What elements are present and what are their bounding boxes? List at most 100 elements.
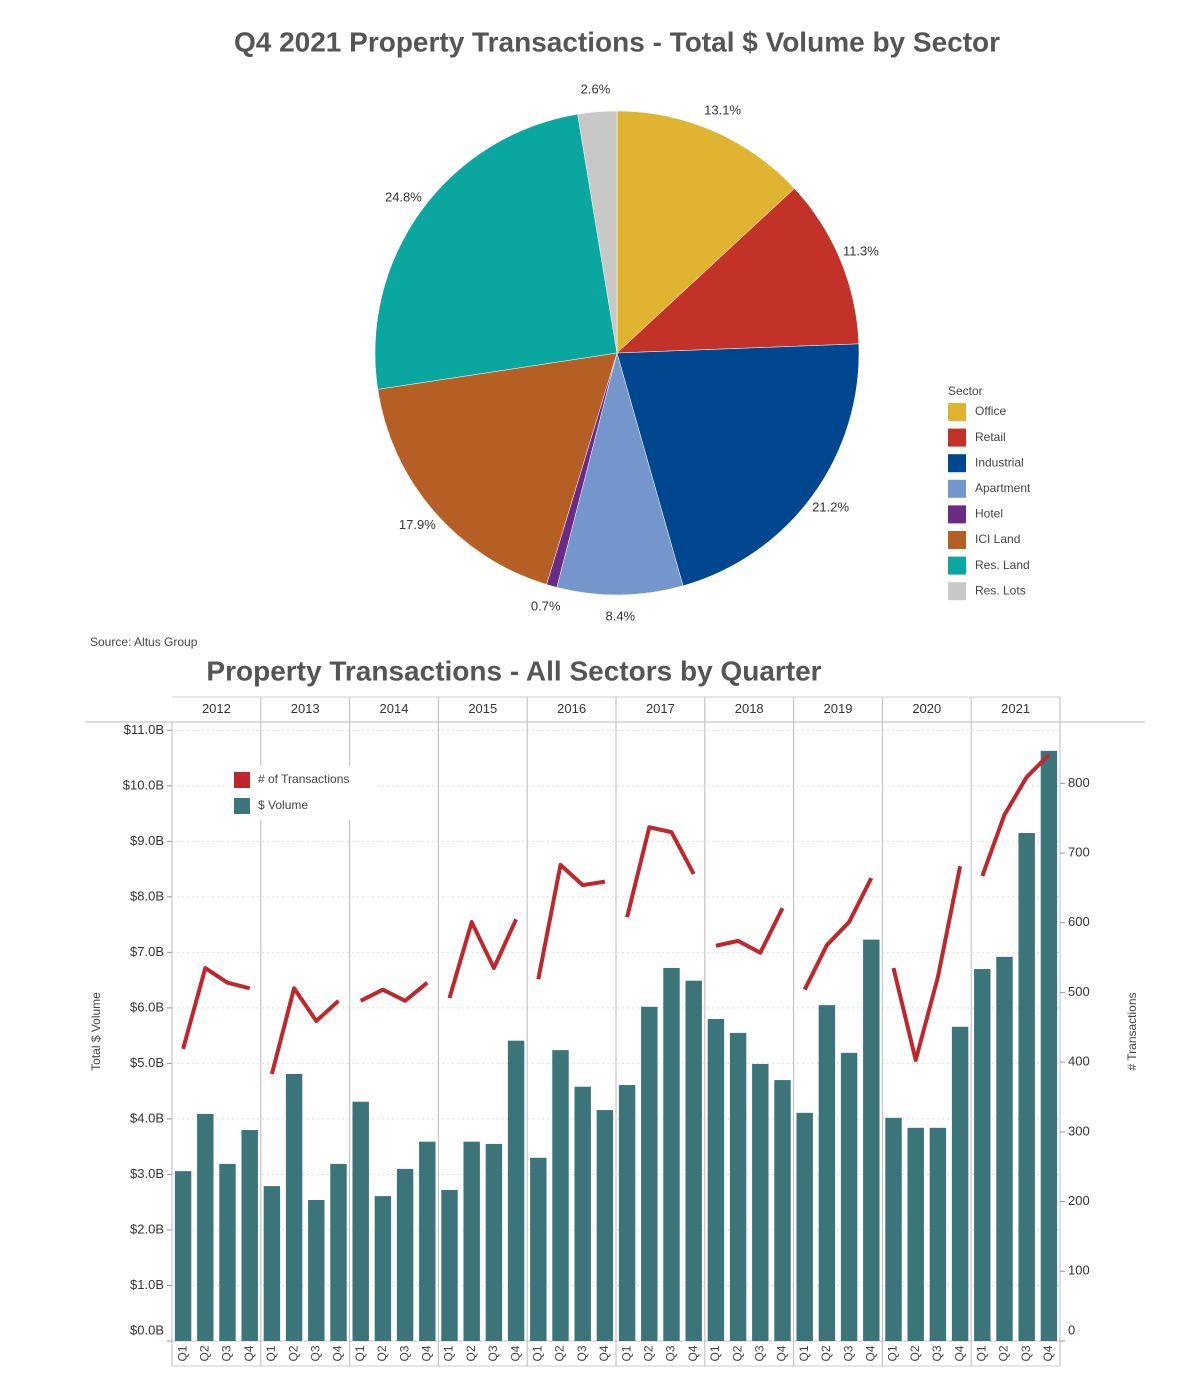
- legend-label: Apartment: [975, 481, 1031, 495]
- bar: [752, 1063, 769, 1341]
- y2-axis-label: # Transactions: [1125, 992, 1139, 1070]
- slice-label: 8.4%: [605, 608, 635, 623]
- legend-label: Res. Land: [975, 558, 1030, 572]
- x-tick-label: Q1: [264, 1345, 278, 1361]
- x-tick-label: Q3: [397, 1345, 411, 1361]
- slice-label: 13.1%: [704, 102, 741, 117]
- bar: [530, 1157, 547, 1341]
- bar: [685, 980, 702, 1341]
- x-tick-label: Q3: [841, 1345, 855, 1361]
- year-label: 2015: [468, 701, 497, 716]
- line: [181, 966, 251, 1050]
- bar: [663, 967, 680, 1341]
- y-tick-label: $4.0B: [130, 1110, 164, 1125]
- bar: [507, 1040, 525, 1341]
- slice-label: 0.7%: [531, 599, 561, 614]
- line: [802, 877, 874, 991]
- legend-swatch: [234, 798, 250, 814]
- bar: [707, 1019, 725, 1341]
- bar: [1018, 833, 1035, 1341]
- bar: [441, 1189, 458, 1341]
- x-tick-label: Q4: [1041, 1345, 1055, 1361]
- line: [625, 825, 696, 918]
- line: [269, 986, 340, 1075]
- legend-swatch: [948, 582, 966, 601]
- bar: [796, 1112, 813, 1341]
- legend-swatch: [948, 403, 966, 421]
- x-tick-label: Q2: [730, 1345, 744, 1361]
- y-tick-label: $9.0B: [130, 833, 164, 848]
- x-tick-label: Q2: [464, 1345, 478, 1361]
- x-tick-label: Q3: [308, 1345, 322, 1361]
- bar: [618, 1085, 636, 1341]
- y-tick-label: $3.0B: [130, 1166, 164, 1181]
- x-tick-label: Q4: [242, 1345, 256, 1361]
- bar: [818, 1005, 836, 1341]
- y2-tick-label: 700: [1068, 844, 1090, 859]
- bar: [330, 1163, 347, 1341]
- bar: [1040, 750, 1058, 1341]
- slice-label: 2.6%: [581, 81, 611, 96]
- x-tick-label: Q4: [686, 1345, 700, 1361]
- y2-tick-label: 600: [1068, 914, 1090, 929]
- legend-swatch: [948, 479, 966, 498]
- bar: [574, 1086, 591, 1341]
- x-tick-label: Q3: [752, 1345, 766, 1361]
- y-tick-label: $1.0B: [130, 1277, 164, 1292]
- x-tick-label: Q1: [175, 1345, 189, 1361]
- x-tick-label: Q4: [419, 1345, 433, 1361]
- legend-label: Res. Lots: [975, 583, 1026, 597]
- legend-swatch: [948, 556, 966, 575]
- y-tick-label: $8.0B: [130, 888, 164, 903]
- chart-title: Property Transactions - All Sectors by Q…: [206, 655, 821, 686]
- bar: [951, 1026, 969, 1341]
- x-tick-label: Q2: [908, 1345, 922, 1361]
- legend-label: Retail: [975, 430, 1006, 444]
- x-tick-label: Q2: [553, 1345, 567, 1361]
- y2-tick-label: 500: [1068, 984, 1090, 999]
- x-tick-label: Q3: [1019, 1345, 1033, 1361]
- x-tick-label: Q1: [708, 1345, 722, 1361]
- bar: [863, 939, 880, 1341]
- pie-slice: [616, 110, 795, 354]
- x-tick-label: Q1: [442, 1345, 456, 1361]
- y-tick-label: $11.0B: [124, 722, 164, 737]
- line: [536, 862, 606, 980]
- year-label: 2012: [202, 701, 231, 716]
- year-label: 2021: [1001, 701, 1030, 716]
- bar: [596, 1110, 614, 1341]
- bar: [396, 1168, 414, 1341]
- bar: [174, 1171, 192, 1341]
- slice-label: 21.2%: [812, 500, 849, 515]
- pie-slice: [616, 188, 860, 354]
- bar: [285, 1073, 303, 1341]
- x-tick-label: Q3: [486, 1345, 500, 1361]
- bar: [374, 1196, 392, 1341]
- line: [980, 753, 1051, 877]
- source-note: Source: Altus Group: [90, 635, 198, 649]
- year-label: 2019: [824, 701, 853, 716]
- x-tick-label: Q2: [197, 1345, 211, 1361]
- legend-label: ICI Land: [975, 532, 1020, 546]
- x-tick-label: Q2: [997, 1345, 1011, 1361]
- y-tick-label: $0.0B: [130, 1322, 164, 1337]
- x-tick-label: Q2: [641, 1345, 655, 1361]
- slice-label: 24.8%: [385, 189, 422, 204]
- x-tick-label: Q2: [286, 1345, 300, 1361]
- pie-slice: [577, 110, 618, 354]
- slice-label: 17.9%: [399, 517, 436, 532]
- x-tick-label: Q4: [863, 1345, 877, 1361]
- y-axis-label: Total $ Volume: [89, 992, 103, 1071]
- legend-label: Office: [975, 404, 1006, 418]
- bar: [729, 1032, 747, 1341]
- line: [447, 918, 518, 999]
- bar: [308, 1199, 325, 1341]
- x-tick-label: Q4: [331, 1345, 345, 1361]
- x-tick-label: Q1: [797, 1345, 811, 1361]
- y-tick-label: $5.0B: [130, 1055, 164, 1070]
- line: [359, 981, 429, 1003]
- legend-title: Sector: [948, 384, 983, 398]
- y2-tick-label: 300: [1068, 1123, 1090, 1138]
- y2-tick-label: 200: [1068, 1193, 1090, 1208]
- y-tick-label: $6.0B: [130, 999, 164, 1014]
